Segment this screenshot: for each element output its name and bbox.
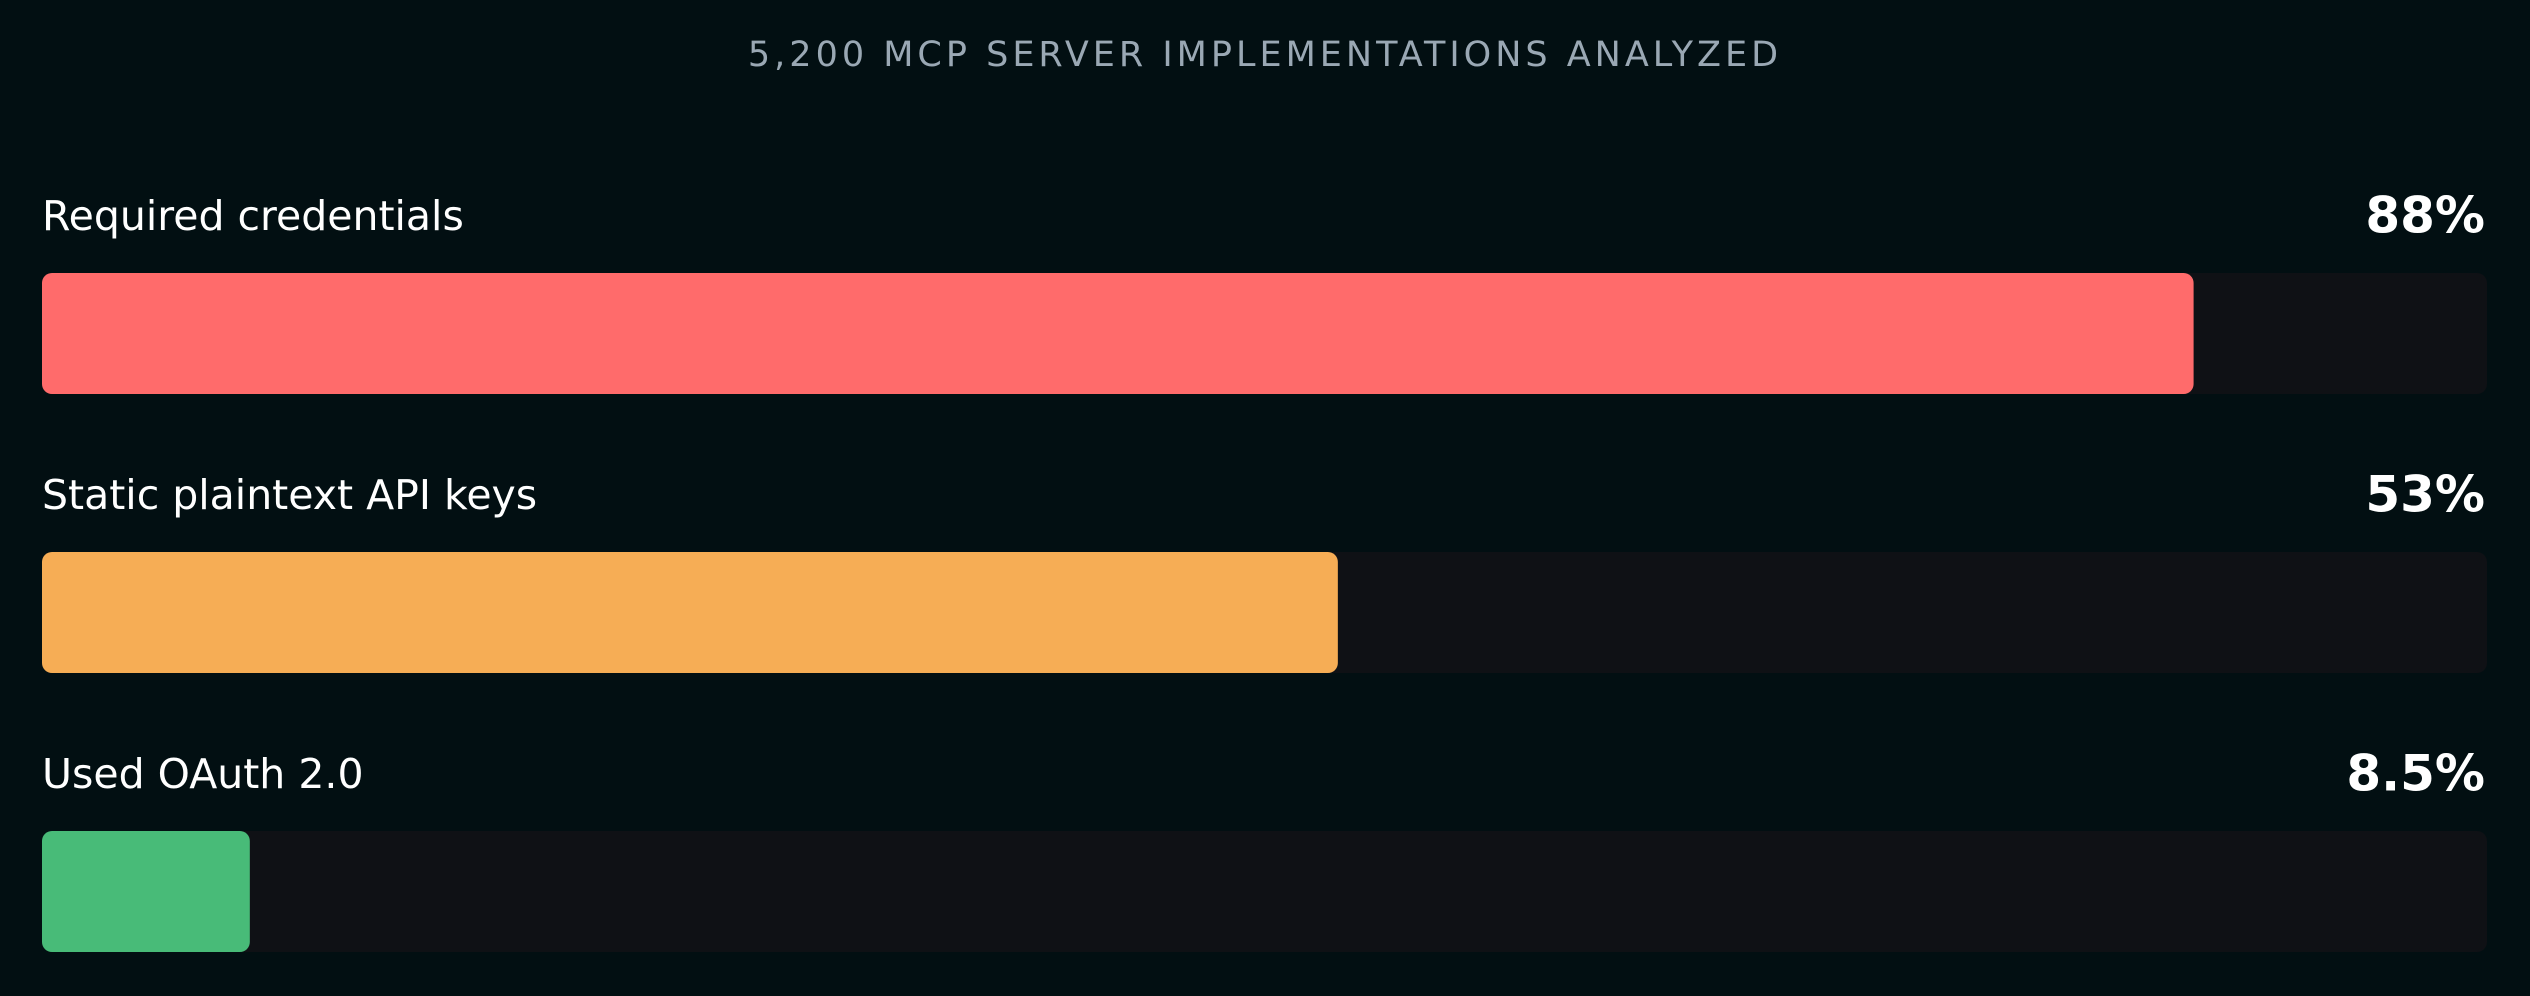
bar [42, 273, 2194, 394]
bar-label: Required credentials [42, 192, 464, 240]
bar-label: Used OAuth 2.0 [42, 750, 364, 798]
value-label: 88% [2365, 187, 2485, 245]
bar [42, 552, 1338, 673]
chart-title: 5,200 MCP SERVER IMPLEMENTATIONS ANALYZE… [748, 35, 1782, 75]
value-label: 53% [2365, 466, 2485, 524]
bar [42, 831, 250, 952]
value-label: 8.5% [2346, 745, 2485, 803]
bar-label: Static plaintext API keys [42, 471, 537, 519]
bar-track [42, 831, 2487, 952]
